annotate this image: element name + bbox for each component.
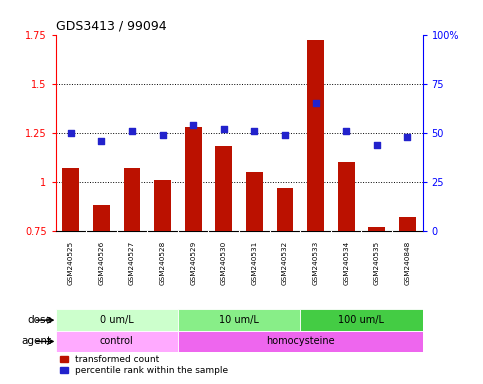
Text: homocysteine: homocysteine [266,336,335,346]
Bar [93,205,110,231]
Legend: transformed count, percentile rank within the sample: transformed count, percentile rank withi… [60,355,228,376]
Text: GSM240531: GSM240531 [251,240,257,285]
Bar [178,331,423,352]
Bar [399,217,416,231]
Point [189,122,197,128]
Text: GSM240525: GSM240525 [68,240,74,285]
Bar [185,127,201,231]
Point [98,137,105,144]
Text: GSM240530: GSM240530 [221,240,227,285]
Point [342,128,350,134]
Point [281,132,289,138]
Bar [369,227,385,231]
Text: GSM240533: GSM240533 [313,240,319,285]
Bar [307,40,324,231]
Text: 100 um/L: 100 um/L [339,315,384,325]
Text: GSM240526: GSM240526 [99,240,104,285]
Text: GSM240527: GSM240527 [129,240,135,285]
Text: 0 um/L: 0 um/L [100,315,134,325]
Point [373,141,381,147]
Bar [124,168,141,231]
Text: GDS3413 / 99094: GDS3413 / 99094 [56,19,166,32]
Bar [277,188,293,231]
Point [251,128,258,134]
Bar [338,162,355,231]
Text: GSM240532: GSM240532 [282,240,288,285]
Bar [154,180,171,231]
Text: GSM240534: GSM240534 [343,240,349,285]
Bar [56,310,178,331]
Text: agent: agent [22,336,52,346]
Bar [178,310,300,331]
Bar [56,331,178,352]
Point [67,130,75,136]
Text: control: control [100,336,134,346]
Point [220,126,227,132]
Point [403,134,411,140]
Text: GSM240535: GSM240535 [374,240,380,285]
Bar [62,168,79,231]
Text: dose: dose [27,315,52,325]
Text: GSM240848: GSM240848 [404,240,411,285]
Point [128,128,136,134]
Bar [246,172,263,231]
Bar [215,146,232,231]
Point [159,132,167,138]
Text: 10 um/L: 10 um/L [219,315,259,325]
Text: GSM240529: GSM240529 [190,240,196,285]
Text: GSM240528: GSM240528 [159,240,166,285]
Point [312,100,319,106]
Bar [300,310,423,331]
